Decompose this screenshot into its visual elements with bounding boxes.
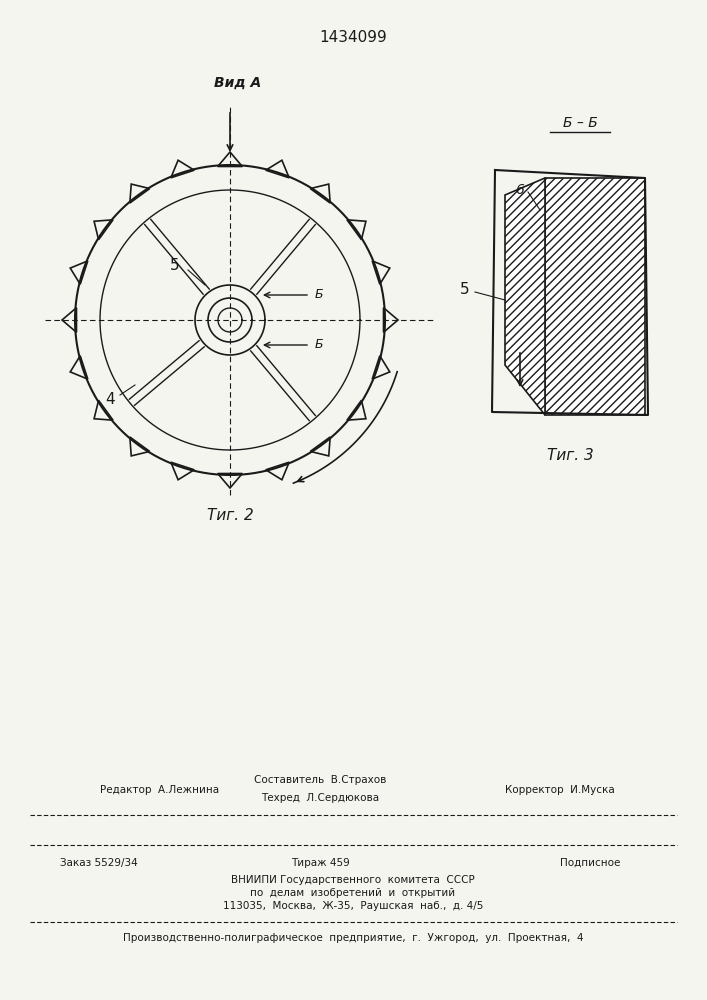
Text: по  делам  изобретений  и  открытий: по делам изобретений и открытий <box>250 888 455 898</box>
Text: 5: 5 <box>460 282 470 298</box>
Text: ВНИИПИ Государственного  комитета  СССР: ВНИИПИ Государственного комитета СССР <box>231 875 475 885</box>
Text: 113035,  Москва,  Ж-35,  Раушская  наб.,  д. 4/5: 113035, Москва, Ж-35, Раушская наб., д. … <box>223 901 483 911</box>
Text: 6: 6 <box>515 183 524 197</box>
Text: 4: 4 <box>105 392 115 408</box>
Text: Вид A: Вид A <box>214 76 262 90</box>
Text: Б: Б <box>315 338 324 352</box>
Bar <box>545 178 645 415</box>
Text: Составитель  В.Страхов: Составитель В.Страхов <box>254 775 386 785</box>
Text: Техред  Л.Сердюкова: Техред Л.Сердюкова <box>261 793 379 803</box>
Text: Подписное: Подписное <box>560 858 620 868</box>
Text: Б: Б <box>315 288 324 302</box>
Text: 5: 5 <box>170 257 180 272</box>
Text: Б – Б: Б – Б <box>563 116 597 130</box>
Text: Тираж 459: Тираж 459 <box>291 858 349 868</box>
Text: Производственно-полиграфическое  предприятие,  г.  Ужгород,  ул.  Проектная,  4: Производственно-полиграфическое предприя… <box>123 933 583 943</box>
Text: Τиг. 2: Τиг. 2 <box>206 508 253 522</box>
Text: 1434099: 1434099 <box>319 30 387 45</box>
Text: Τиг. 3: Τиг. 3 <box>547 448 593 462</box>
Polygon shape <box>505 178 545 415</box>
Text: Редактор  А.Лежнина: Редактор А.Лежнина <box>100 785 219 795</box>
Text: Корректор  И.Муска: Корректор И.Муска <box>505 785 615 795</box>
Text: Заказ 5529/34: Заказ 5529/34 <box>60 858 138 868</box>
